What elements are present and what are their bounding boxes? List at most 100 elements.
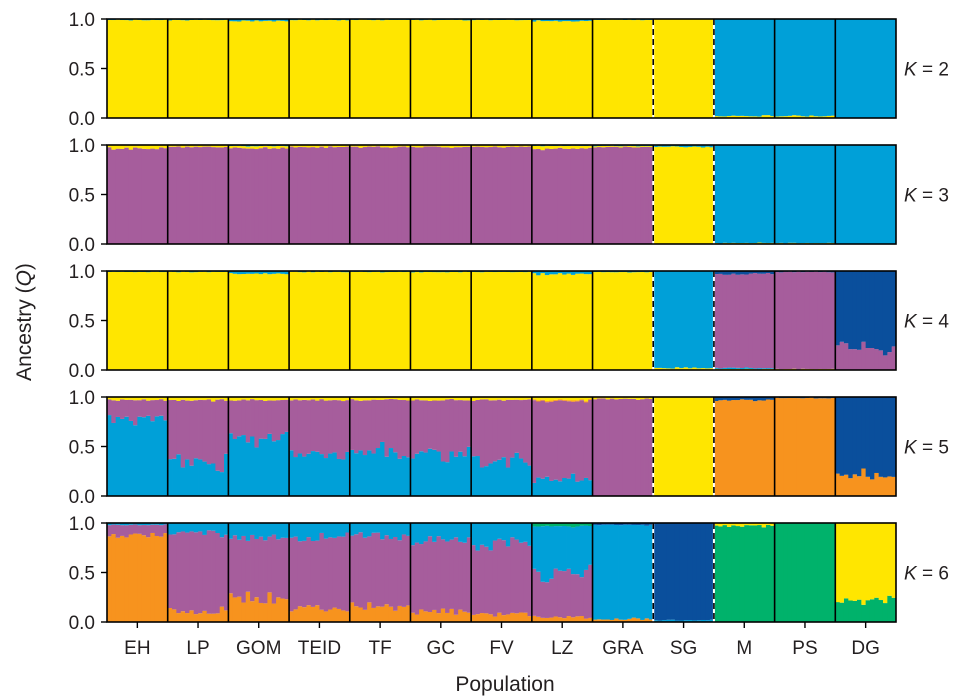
bar-lp-ind13-yellow [219,145,225,148]
bar-teid-ind1-purple [289,400,294,451]
bar-lz-ind8-orange [562,399,567,401]
bar-eh-ind1-blue [107,415,112,496]
bar-dg-ind1-navy [835,271,841,346]
bar-gc-ind6-blue [432,523,437,542]
bar-gom-ind4-blue [241,523,247,536]
bar-lp-ind3-purple [176,532,182,614]
bar-teid-ind9-yellow [323,20,329,118]
bar-lz-ind8-purple [562,148,567,244]
bar-m-ind2-blue [718,145,723,244]
bar-sg-ind14-yellow [709,368,715,370]
bar-tf-ind3-orange [358,607,364,622]
bar-eh-ind4-yellow [120,145,125,149]
bar-fv-ind10-purple [510,146,515,244]
bar-ps-ind10-yellow [813,116,819,118]
bar-tf-ind4-purple [362,147,368,244]
bar-dg-ind11-purple [878,350,884,370]
population-separators [166,523,837,622]
bar-tf-ind1-orange [349,602,355,622]
bar-gra-ind8-yellow [622,397,628,399]
bar-gc-ind1-blue [410,458,416,496]
bar-tf-ind14-orange [406,605,411,622]
bar-m-ind9-blue [748,367,754,369]
bar-fv-ind12-yellow [518,271,524,370]
bar-tf-ind10-yellow [388,272,394,370]
bar-teid-ind13-yellow [341,145,346,147]
bar-lz-ind6-yellow [553,145,559,149]
bar-teid-ind14-blue [345,451,351,496]
bar-sg-ind3-yellow [661,368,667,370]
bar-lp-ind8-purple [198,531,203,614]
bar-gra-ind2-navy [596,523,602,526]
bar-lp-ind12-blue [215,470,221,496]
bar-sg-ind11-yellow [696,397,702,496]
bar-fv-ind13-yellow [523,397,528,400]
bar-m-ind5-orange [731,400,736,496]
bar-eh-ind3-blue [115,523,121,525]
bar-dg-ind13-green [887,595,893,622]
bar-gra-ind10-navy [631,523,637,525]
bar-fv-ind6-yellow [492,19,498,118]
bar-fv-ind1-purple [471,545,476,615]
bar-gc-ind3-orange [419,609,424,622]
bar-teid-ind6-purple [310,147,316,244]
bar-tf-ind5-blue [367,450,372,496]
bar-tf-ind5-purple [367,536,372,603]
bar-eh-ind2-orange [111,534,117,622]
bar-dg-ind5-yellow [852,523,858,601]
bar-dg-ind2-orange [839,475,845,496]
bar-tf-ind11-yellow [393,397,398,400]
bar-sg-ind8-yellow [683,147,689,244]
bar-lz-ind3-blue [540,478,546,496]
bar-lp-ind8-yellow [198,145,203,148]
bar-gom-ind3-yellow [237,397,242,401]
bar-gc-ind3-purple [419,400,424,452]
bar-lp-ind13-yellow [219,20,225,118]
bar-dg-ind2-blue [839,145,845,244]
bar-fv-ind10-purple [510,399,515,458]
bar-m-ind4-blue [726,145,732,243]
bar-eh-ind13-yellow [159,20,164,119]
bar-teid-ind5-blue [306,523,312,538]
bar-tf-ind6-yellow [371,397,377,400]
bar-fv-ind14-blue [527,523,533,546]
bar-lz-ind9-blue [566,19,572,22]
bar-gra-ind1-yellow [592,146,598,148]
bar-m-ind11-green [757,525,763,622]
bar-ps-ind3-blue [783,19,789,117]
bar-lz-ind4-blue [544,19,550,22]
bar-m-ind13-blue [765,145,771,243]
bar-gom-ind5-blue [245,523,251,541]
bar-fv-ind9-blue [505,467,511,496]
bar-fv-ind11-orange [514,613,520,622]
bar-lp-ind9-purple [202,400,208,462]
bar-m-ind10-green [752,525,758,622]
bar-gc-ind3-purple [419,544,424,610]
bar-lp-ind4-yellow [180,145,186,148]
bar-tf-ind6-blue [371,453,377,496]
bar-teid-ind9-yellow [323,145,329,148]
ancestry-bars [107,397,897,496]
bar-gom-ind14-yellow [284,146,290,149]
bar-lz-ind4-yellow [544,275,550,370]
bar-lz-ind3-yellow [540,146,546,151]
bar-gc-ind5-yellow [427,397,433,401]
bar-tf-ind12-purple [397,399,403,459]
bar-tf-ind3-yellow [358,19,364,119]
bar-gom-ind14-purple [284,148,290,244]
bar-eh-ind11-purple [150,148,156,244]
bar-teid-ind11-purple [332,400,338,453]
bar-gom-ind9-blue [263,19,268,21]
bar-teid-ind9-blue [323,523,329,539]
bar-fv-ind2-purple [475,146,481,244]
bar-ps-ind1-green [774,523,780,622]
bar-lp-ind14-purple [224,400,229,454]
bar-lz-ind7-purple [557,147,563,244]
bar-lz-ind6-purple [553,400,559,480]
bar-gom-ind8-purple [258,400,264,439]
bar-gom-ind10-yellow [267,20,273,119]
bar-gom-ind5-purple [245,400,251,443]
bar-lz-ind5-green [549,523,554,527]
bar-gra-ind9-yellow [627,19,632,119]
bar-fv-ind2-purple [475,550,481,615]
